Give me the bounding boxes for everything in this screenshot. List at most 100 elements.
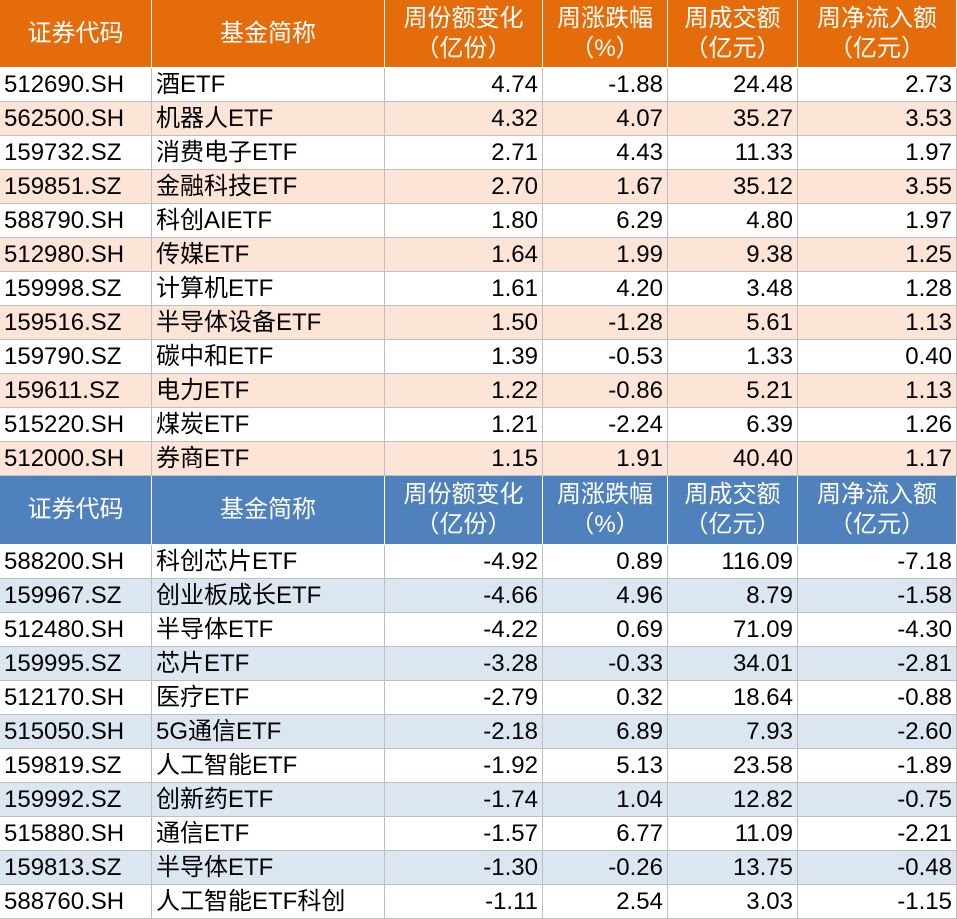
value-cell: -4.66: [385, 579, 543, 613]
name-cell: 传媒ETF: [152, 238, 385, 272]
table-row: 515880.SH 通信ETF -1.57 6.77 11.09 -2.21: [0, 817, 957, 851]
code-cell: 159516.SZ: [0, 306, 152, 340]
name-cell: 半导体设备ETF: [152, 306, 385, 340]
value-cell: -1.15: [798, 885, 957, 919]
value-cell: 5.13: [543, 749, 668, 783]
value-cell: 4.96: [543, 579, 668, 613]
value-cell: 5.61: [668, 306, 798, 340]
value-cell: 35.27: [668, 102, 798, 136]
code-cell: 159967.SZ: [0, 579, 152, 613]
table-row: 159819.SZ 人工智能ETF -1.92 5.13 23.58 -1.89: [0, 749, 957, 783]
value-cell: -1.92: [385, 749, 543, 783]
value-cell: 1.28: [798, 272, 957, 306]
name-cell: 人工智能ETF科创: [152, 885, 385, 919]
code-cell: 515220.SH: [0, 408, 152, 442]
value-cell: -2.24: [543, 408, 668, 442]
table-row: 515050.SH 5G通信ETF -2.18 6.89 7.93 -2.60: [0, 715, 957, 749]
table-row: 159992.SZ 创新药ETF -1.74 1.04 12.82 -0.75: [0, 783, 957, 817]
table-row: 512480.SH 半导体ETF -4.22 0.69 71.09 -4.30: [0, 613, 957, 647]
header-text: （%）: [570, 34, 640, 62]
value-cell: 0.32: [543, 681, 668, 715]
value-cell: 6.39: [668, 408, 798, 442]
header-text: （亿份）: [415, 34, 512, 62]
name-cell: 煤炭ETF: [152, 408, 385, 442]
code-cell: 562500.SH: [0, 102, 152, 136]
value-cell: 1.61: [385, 272, 543, 306]
value-cell: 2.71: [385, 136, 543, 170]
header-text: 证券代码: [27, 496, 124, 523]
code-cell: 512480.SH: [0, 613, 152, 647]
value-cell: 6.29: [543, 204, 668, 238]
table-row: 159790.SZ 碳中和ETF 1.39 -0.53 1.33 0.40: [0, 340, 957, 374]
table-row: 159998.SZ 计算机ETF 1.61 4.20 3.48 1.28: [0, 272, 957, 306]
code-cell: 159851.SZ: [0, 170, 152, 204]
header-text: 基金简称: [220, 19, 316, 47]
header-cell: 周成交额 （亿元）: [668, 0, 798, 68]
value-cell: -2.60: [798, 715, 957, 749]
value-cell: -4.30: [798, 613, 957, 647]
value-cell: 4.43: [543, 136, 668, 170]
value-cell: 3.55: [798, 170, 957, 204]
table-row: 562500.SH 机器人ETF 4.32 4.07 35.27 3.53: [0, 102, 957, 136]
value-cell: 71.09: [668, 613, 798, 647]
header-cell: 证券代码: [0, 0, 152, 68]
value-cell: 6.77: [543, 817, 668, 851]
header-text: 周成交额: [684, 4, 781, 32]
table-row: 159732.SZ 消费电子ETF 2.71 4.43 11.33 1.97: [0, 136, 957, 170]
value-cell: 0.89: [543, 545, 668, 579]
value-cell: 0.69: [543, 613, 668, 647]
code-cell: 159611.SZ: [0, 374, 152, 408]
header-text: 周净流入额: [817, 4, 937, 32]
code-cell: 159998.SZ: [0, 272, 152, 306]
code-cell: 515880.SH: [0, 817, 152, 851]
name-cell: 消费电子ETF: [152, 136, 385, 170]
value-cell: 1.39: [385, 340, 543, 374]
value-cell: 1.15: [385, 442, 543, 476]
value-cell: 116.09: [668, 545, 798, 579]
header-row: 证券代码 基金简称 周份额变化 （亿份） 周涨跌幅 （%） 周成交额 （亿元） 周净流入额 （亿元…: [0, 476, 957, 545]
value-cell: 35.12: [668, 170, 798, 204]
value-cell: -1.57: [385, 817, 543, 851]
table-row: 512170.SH 医疗ETF -2.79 0.32 18.64 -0.88: [0, 681, 957, 715]
value-cell: 4.32: [385, 102, 543, 136]
name-cell: 计算机ETF: [152, 272, 385, 306]
value-cell: -1.30: [385, 851, 543, 885]
header-text: （亿元）: [829, 511, 925, 538]
code-cell: 159995.SZ: [0, 647, 152, 681]
code-cell: 159732.SZ: [0, 136, 152, 170]
header-cell: 周涨跌幅 （%）: [543, 0, 668, 68]
name-cell: 芯片ETF: [152, 647, 385, 681]
value-cell: -2.21: [798, 817, 957, 851]
value-cell: 0.40: [798, 340, 957, 374]
value-cell: 11.09: [668, 817, 798, 851]
table-row: 159995.SZ 芯片ETF -3.28 -0.33 34.01 -2.81: [0, 647, 957, 681]
header-text: （亿份）: [415, 511, 512, 538]
value-cell: 11.33: [668, 136, 798, 170]
header-text: 周份额变化: [403, 4, 524, 32]
header-text: （亿元）: [829, 34, 925, 62]
header-cell: 证券代码: [0, 476, 152, 545]
header-text: 周成交额: [684, 481, 781, 508]
value-cell: 9.38: [668, 238, 798, 272]
value-cell: 4.20: [543, 272, 668, 306]
table: 证券代码 基金简称 周份额变化 （亿份） 周涨跌幅 （%） 周成交额 （亿元） 周净流入额 （亿元…: [0, 476, 957, 919]
value-cell: 1.17: [798, 442, 957, 476]
code-cell: 588200.SH: [0, 545, 152, 579]
value-cell: 40.40: [668, 442, 798, 476]
table-row: 588200.SH 科创芯片ETF -4.92 0.89 116.09 -7.18: [0, 545, 957, 579]
table-row: 512980.SH 传媒ETF 1.64 1.99 9.38 1.25: [0, 238, 957, 272]
header-text: 周份额变化: [403, 481, 524, 508]
value-cell: 1.33: [668, 340, 798, 374]
value-cell: 23.58: [668, 749, 798, 783]
value-cell: 12.82: [668, 783, 798, 817]
table-row: 159813.SZ 半导体ETF -1.30 -0.26 13.75 -0.48: [0, 851, 957, 885]
name-cell: 医疗ETF: [152, 681, 385, 715]
value-cell: -1.58: [798, 579, 957, 613]
value-cell: 4.74: [385, 68, 543, 102]
value-cell: -1.11: [385, 885, 543, 919]
header-cell: 周净流入额 （亿元）: [798, 476, 957, 545]
table-row: 512690.SH 酒ETF 4.74 -1.88 24.48 2.73: [0, 68, 957, 102]
name-cell: 科创AIETF: [152, 204, 385, 238]
name-cell: 通信ETF: [152, 817, 385, 851]
